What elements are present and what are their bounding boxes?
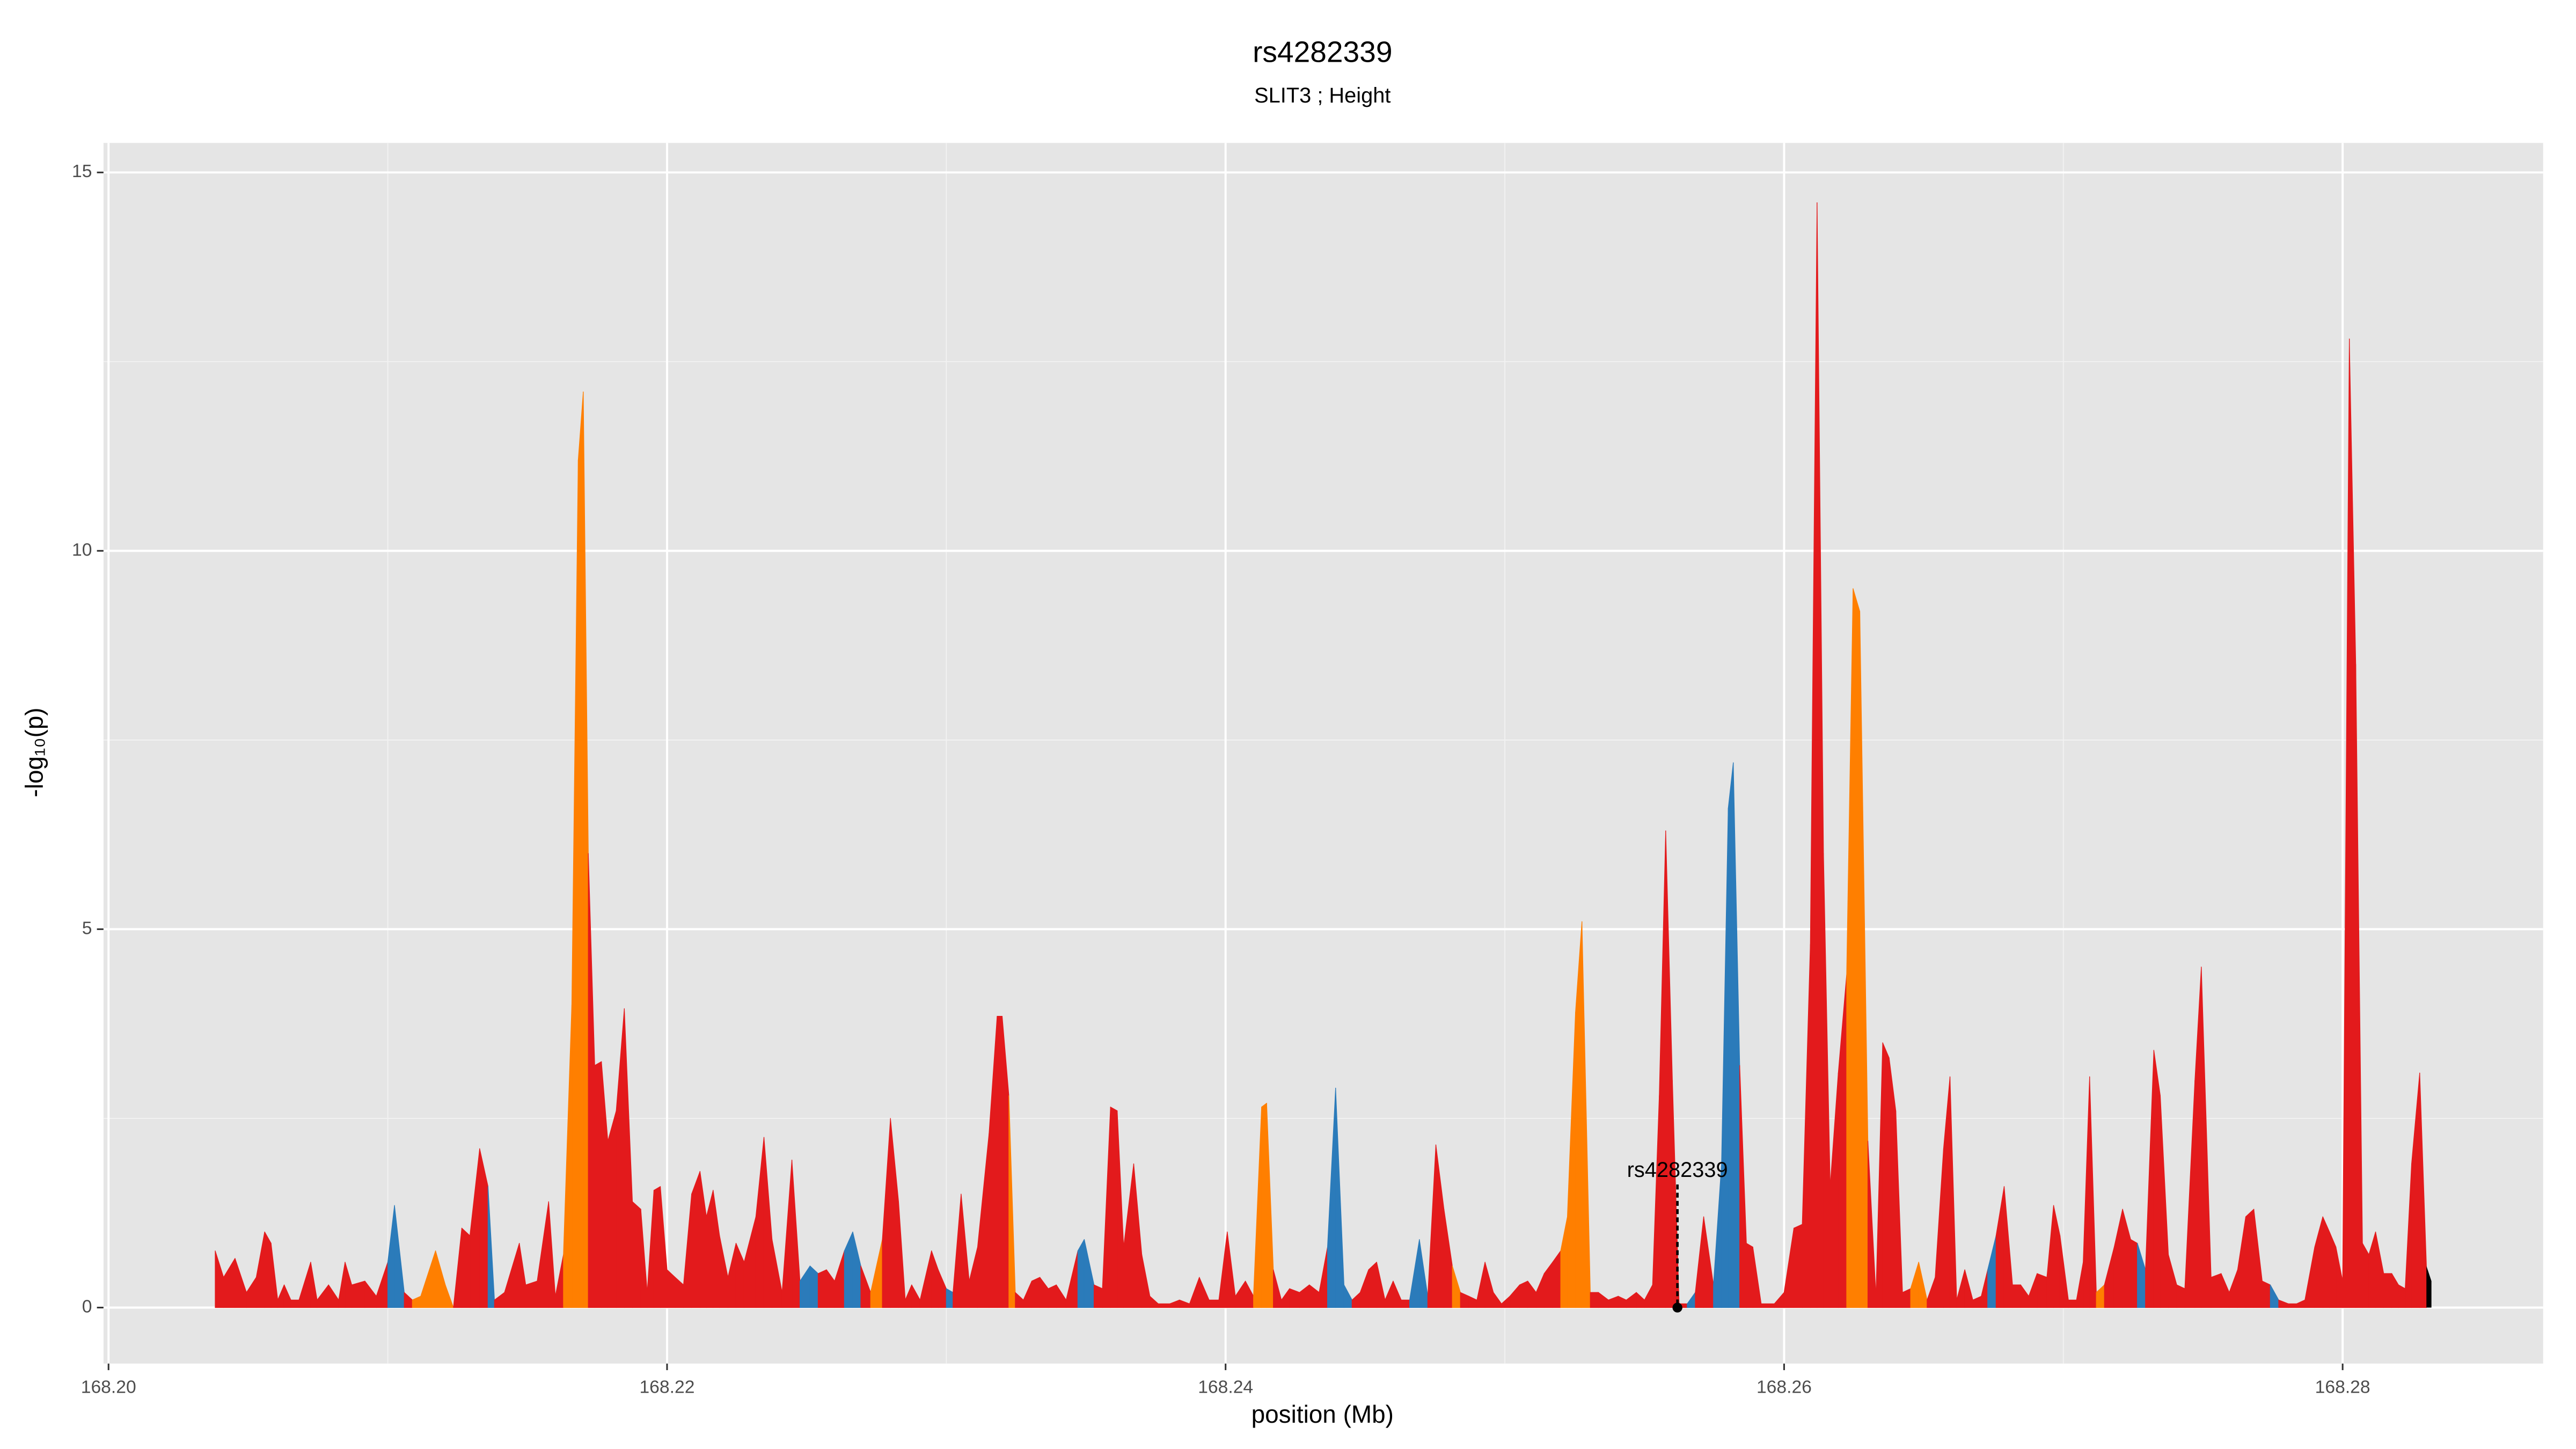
area-segment [608,1110,617,1308]
annotation-label: rs4282339 [1627,1158,1728,1182]
area-segment [1031,1277,1041,1308]
area-segment [2288,1303,2297,1308]
area-segment [2211,1273,2222,1308]
area-segment [1401,1299,1410,1308]
area-segment [817,1269,827,1308]
area-segment [2245,1209,2255,1308]
area-segment [2383,1273,2392,1308]
area-segment [1519,1280,1528,1308]
area-segment [2176,1284,2185,1308]
area-segment [1077,1239,1085,1308]
area-segment [2398,1284,2406,1308]
y-tick-label: 0 [82,1297,92,1316]
x-tick-label: 168.20 [81,1378,136,1397]
chart-title: rs4282339 [1253,35,1392,69]
axes: 168.20 168.22 168.24 168.26 168.28 0 5 10 15 [72,162,2370,1397]
x-tick-label: 168.28 [2315,1378,2370,1397]
area-segment [691,1171,700,1308]
area-segment [997,1015,1003,1308]
area-segment [2068,1299,2077,1308]
annotation-point [1672,1302,1682,1313]
grid [103,143,2543,1364]
area-segment [1882,1042,1890,1308]
area-segment [2130,1239,2138,1308]
area-segment [809,1265,819,1308]
plot-panel [103,143,2543,1364]
area-segment [594,1061,602,1308]
area-segment [1761,1303,1775,1308]
area-segment [2362,1242,2369,1308]
area-segment [264,1231,272,1308]
area-segment [653,1186,661,1308]
area-segment [1093,1284,1103,1308]
area-segment [525,1280,538,1308]
area-segment [577,391,584,1308]
area-segment [1368,1262,1377,1308]
area-segment [1590,1292,1599,1308]
area-segment [2322,1216,2330,1308]
area-segment [1209,1299,1219,1308]
area-segment [1158,1303,1170,1308]
area-segment [1746,1242,1753,1308]
area-segment [1110,1107,1118,1308]
area-segment [461,1227,471,1308]
x-tick-label: 168.24 [1198,1378,1253,1397]
x-tick-label: 168.22 [639,1378,694,1397]
y-tick-label: 5 [82,918,92,938]
area-segment [351,1280,365,1308]
area-segment [2153,1050,2161,1308]
chart-subtitle: SLIT3 ; Height [1254,84,1391,107]
area-segment [1261,1103,1267,1308]
area-segment [1794,1224,1803,1308]
area-segment [1728,762,1734,1308]
y-tick-label: 10 [72,540,92,560]
area-segment [290,1299,299,1308]
area-segment [2012,1284,2021,1308]
area-segment [1853,588,1861,1308]
area-segment [2262,1280,2271,1308]
y-axis-label: -log₁₀(p) [20,707,48,797]
x-tick-label: 168.26 [1757,1378,1812,1397]
area-segment [445,1284,454,1308]
x-axis-label: position (Mb) [1252,1400,1394,1428]
area-segment [1048,1284,1057,1308]
area-segment [2426,1265,2432,1308]
area-segment [2037,1273,2047,1308]
data-area: rs4282339 [215,202,2432,1313]
y-tick-label: 15 [72,162,92,181]
area-segment [632,1201,641,1308]
